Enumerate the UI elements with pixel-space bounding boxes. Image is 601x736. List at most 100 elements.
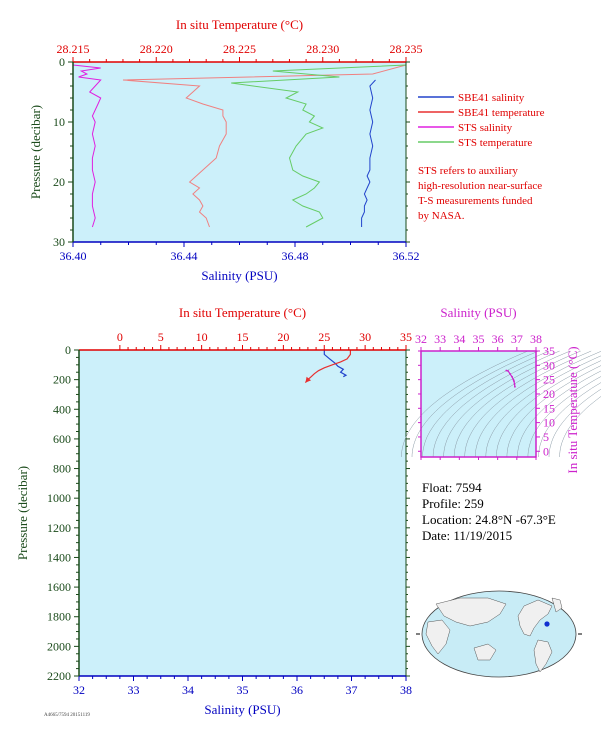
salinity-tick-label-3: 35 bbox=[237, 683, 249, 697]
pressure-tick-label-11: 2200 bbox=[47, 669, 71, 683]
temperature-tick-label-0: 0 bbox=[117, 330, 123, 344]
world-map bbox=[416, 590, 582, 678]
profile-number: Profile: 259 bbox=[422, 496, 484, 511]
temperature-tick-label-4: 28.235 bbox=[390, 42, 423, 56]
ts-temperature-tick-label-5: 25 bbox=[543, 373, 555, 387]
series-line-3 bbox=[231, 64, 407, 228]
full-profile-series-layer bbox=[304, 350, 351, 383]
density-contour-8 bbox=[485, 355, 601, 458]
profile-date: Date: 11/19/2015 bbox=[422, 528, 512, 543]
near-surface-series-layer bbox=[72, 64, 407, 228]
float-info: Float: 7594 Profile: 259 Location: 24.8°… bbox=[422, 480, 556, 543]
density-contour-12 bbox=[527, 376, 601, 458]
legend-note-line-4: by NASA. bbox=[418, 210, 465, 222]
ts-diagram-plot-area bbox=[421, 351, 536, 457]
density-contour-3 bbox=[432, 350, 560, 458]
pressure-tick-label-1: 200 bbox=[53, 373, 71, 387]
ts-temperature-tick-label-4: 20 bbox=[543, 387, 555, 401]
map-africa bbox=[425, 619, 451, 655]
temperature-tick-label-1: 5 bbox=[158, 330, 164, 344]
ts-temperature-tick-label-2: 10 bbox=[543, 416, 555, 430]
salinity-tick-label-6: 38 bbox=[400, 683, 412, 697]
ts-salinity-tick-label-6: 38 bbox=[530, 332, 542, 346]
salinity-tick-label-2: 34 bbox=[182, 683, 194, 697]
series-line-1 bbox=[122, 64, 407, 228]
salinity-tick-label-0: 32 bbox=[73, 683, 85, 697]
temperature-tick-label-3: 15 bbox=[237, 330, 249, 344]
pressure-tick-label-8: 1600 bbox=[47, 580, 71, 594]
density-contour-6 bbox=[464, 350, 592, 458]
pressure-tick-label-2: 400 bbox=[53, 402, 71, 416]
ts-point-2 bbox=[509, 373, 512, 375]
full-profile-axes-layer: 0 5 10 15 20 25 30 35 32 33 34 35 36 37 38 0 200 400 600 80… bbox=[47, 330, 412, 697]
temperature-tick-label-3: 28.230 bbox=[306, 42, 339, 56]
map-south-america bbox=[533, 639, 553, 673]
temperature-tick-label-6: 30 bbox=[359, 330, 371, 344]
legend-label-sts-salinity: STS salinity bbox=[458, 122, 513, 134]
legend-label-sbe-salinity: SBE41 salinity bbox=[458, 92, 525, 104]
pressure-tick-label-0: 0 bbox=[59, 55, 65, 69]
pressure-tick-label-2: 20 bbox=[53, 175, 65, 189]
map-australia bbox=[473, 643, 497, 661]
ts-point-5 bbox=[513, 380, 515, 382]
ts-temperature-tick-label-1: 5 bbox=[543, 430, 549, 444]
salinity-tick-label-2: 36.48 bbox=[282, 249, 309, 263]
ts-temperature-tick-label-7: 35 bbox=[543, 344, 555, 358]
legend-note-line-2: high-resolution near-surface bbox=[418, 180, 542, 192]
pressure-tick-label-10: 2000 bbox=[47, 639, 71, 653]
ts-point-1 bbox=[507, 370, 510, 372]
series-line-1 bbox=[304, 350, 351, 383]
ts-point-6 bbox=[513, 383, 516, 385]
density-contour-9 bbox=[496, 360, 601, 458]
map-north-america bbox=[517, 599, 553, 637]
ts-salinity-tick-label-4: 36 bbox=[492, 332, 504, 346]
density-contour-2 bbox=[422, 350, 550, 458]
ts-salinity-tick-label-0: 32 bbox=[415, 332, 427, 346]
density-contour-0 bbox=[401, 350, 528, 458]
pressure-tick-label-3: 600 bbox=[53, 432, 71, 446]
series-line-0 bbox=[323, 350, 348, 378]
temperature-tick-label-1: 28.220 bbox=[140, 42, 173, 56]
salinity-tick-label-3: 36.52 bbox=[393, 249, 420, 263]
salinity-tick-label-5: 37 bbox=[346, 683, 358, 697]
pressure-tick-label-4: 800 bbox=[53, 462, 71, 476]
density-contour-15 bbox=[559, 396, 601, 458]
pressure-tick-label-5: 1000 bbox=[47, 491, 71, 505]
near-surface-plot-area bbox=[73, 62, 406, 242]
ts-point-0 bbox=[505, 369, 508, 372]
temperature-tick-label-7: 35 bbox=[400, 330, 412, 344]
near-surface-pressure-axis-label: Pressure (decibar) bbox=[28, 105, 43, 199]
pressure-tick-label-6: 1200 bbox=[47, 521, 71, 535]
full-profile-salinity-axis-label: Salinity (PSU) bbox=[204, 702, 280, 717]
legend-note-line-3: T-S measurements funded bbox=[418, 195, 533, 207]
pressure-tick-label-9: 1800 bbox=[47, 610, 71, 624]
pressure-tick-label-1: 10 bbox=[53, 115, 65, 129]
float-number: Float: 7594 bbox=[422, 480, 482, 495]
ts-salinity-tick-label-1: 33 bbox=[434, 332, 446, 346]
ts-series-layer bbox=[505, 369, 516, 388]
near-surface-axes-layer: 28.215 28.220 28.225 28.230 28.235 36.40 36.44… bbox=[53, 42, 423, 263]
full-profile-panel: 0 5 10 15 20 25 30 35 32 33 34 35 36 37 38 0 200 400 600 80… bbox=[15, 305, 412, 717]
full-profile-pressure-axis-label: Pressure (decibar) bbox=[15, 466, 30, 560]
density-contour-4 bbox=[443, 350, 571, 458]
salinity-tick-label-1: 36.44 bbox=[171, 249, 198, 263]
temperature-tick-label-0: 28.215 bbox=[57, 42, 90, 56]
ts-density-contours bbox=[401, 350, 601, 458]
ts-salinity-tick-label-5: 37 bbox=[511, 332, 523, 346]
ts-salinity-axis-label: Salinity (PSU) bbox=[440, 305, 516, 320]
temperature-tick-label-2: 28.225 bbox=[223, 42, 256, 56]
legend-label-sts-temperature: STS temperature bbox=[458, 137, 532, 149]
ts-salinity-tick-label-3: 35 bbox=[473, 332, 485, 346]
legend: SBE41 salinity SBE41 temperature STS sal… bbox=[418, 92, 545, 222]
ts-salinity-tick-label-2: 34 bbox=[453, 332, 465, 346]
ts-temperature-tick-label-0: 0 bbox=[543, 444, 549, 458]
legend-label-sbe-temperature: SBE41 temperature bbox=[458, 107, 545, 119]
map-eurasia bbox=[435, 597, 507, 627]
density-contour-5 bbox=[453, 350, 581, 458]
salinity-tick-label-4: 36 bbox=[291, 683, 303, 697]
full-profile-temperature-axis-label: In situ Temperature (°C) bbox=[179, 305, 306, 320]
series-arrowhead-1 bbox=[305, 376, 312, 383]
